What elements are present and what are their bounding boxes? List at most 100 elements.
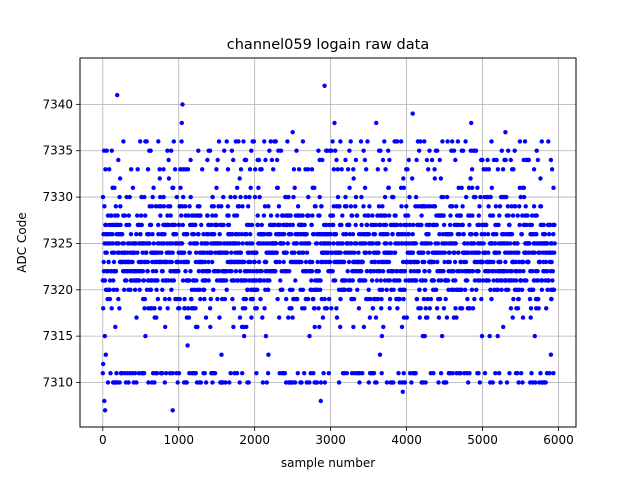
- data-point: [207, 306, 213, 311]
- data-point: [157, 167, 162, 172]
- data-point: [295, 296, 300, 302]
- data-point: [311, 371, 316, 376]
- data-point: [162, 380, 167, 385]
- data-point: [376, 250, 381, 255]
- data-point: [107, 278, 113, 283]
- data-point: [208, 296, 213, 302]
- data-point: [349, 213, 355, 218]
- data-point: [289, 232, 294, 237]
- data-point: [432, 204, 438, 209]
- data-point: [238, 167, 244, 172]
- outlier-point: [422, 333, 427, 339]
- data-point: [438, 371, 444, 376]
- data-point: [349, 241, 354, 246]
- data-point: [137, 287, 142, 292]
- data-point: [285, 139, 290, 144]
- data-point: [234, 371, 240, 376]
- data-point: [334, 157, 339, 163]
- data-point: [386, 259, 392, 265]
- data-point: [434, 222, 439, 228]
- data-point: [110, 232, 115, 237]
- data-point: [414, 296, 420, 302]
- data-point: [336, 380, 342, 385]
- data-point: [291, 167, 297, 172]
- data-point: [138, 213, 144, 218]
- data-point: [477, 380, 482, 385]
- data-point: [335, 167, 340, 172]
- data-point: [246, 380, 251, 385]
- outlier-point: [332, 120, 337, 126]
- data-point: [410, 176, 415, 181]
- data-point: [277, 222, 282, 228]
- y-axis-label: ADC Code: [15, 212, 29, 272]
- data-point: [316, 306, 321, 311]
- data-point: [505, 204, 511, 209]
- data-point: [442, 250, 447, 255]
- data-point: [257, 194, 262, 200]
- data-point: [362, 157, 368, 163]
- data-point: [219, 204, 224, 209]
- data-point: [286, 315, 291, 320]
- data-point: [441, 194, 446, 200]
- data-point: [139, 222, 144, 228]
- data-point: [102, 204, 107, 209]
- data-point: [341, 259, 347, 265]
- data-point: [449, 232, 454, 237]
- data-point: [466, 380, 471, 385]
- data-point: [186, 213, 191, 218]
- outlier-point: [170, 408, 175, 413]
- data-point: [446, 287, 451, 292]
- data-point: [413, 194, 419, 200]
- data-point: [290, 287, 295, 292]
- data-point: [436, 380, 441, 385]
- data-point: [359, 222, 364, 228]
- data-point: [264, 259, 269, 265]
- data-point: [454, 315, 459, 320]
- data-point: [368, 296, 373, 302]
- data-point: [395, 222, 400, 228]
- data-point: [351, 176, 356, 181]
- data-point: [506, 213, 511, 218]
- data-point: [288, 213, 293, 218]
- data-point: [384, 287, 389, 292]
- x-tick-label: 3000: [315, 433, 346, 447]
- data-point: [205, 213, 210, 218]
- data-point: [109, 148, 115, 153]
- data-point: [161, 194, 166, 200]
- data-point: [516, 296, 521, 302]
- data-point: [425, 315, 430, 320]
- data-point: [364, 222, 370, 228]
- data-point: [489, 185, 494, 190]
- data-point: [423, 306, 428, 311]
- data-point: [185, 343, 190, 348]
- data-point: [171, 185, 176, 190]
- data-point: [382, 139, 387, 144]
- data-point: [467, 371, 472, 376]
- data-point: [458, 371, 463, 376]
- y-tick-label: 7340: [42, 97, 73, 111]
- data-point: [402, 269, 408, 274]
- data-point: [322, 296, 327, 302]
- data-point: [391, 287, 396, 292]
- data-point: [265, 371, 271, 376]
- data-point: [379, 371, 384, 376]
- data-point: [517, 139, 523, 144]
- data-point: [476, 371, 481, 376]
- data-point: [408, 269, 414, 274]
- data-point: [170, 371, 175, 376]
- data-point: [402, 287, 407, 292]
- data-point: [543, 259, 549, 265]
- data-point: [252, 259, 257, 265]
- data-point: [182, 296, 187, 302]
- data-point: [536, 296, 541, 302]
- data-point: [206, 259, 211, 265]
- data-point: [499, 148, 504, 153]
- data-point: [275, 185, 280, 190]
- data-point: [169, 148, 174, 153]
- data-point: [402, 232, 407, 237]
- data-point: [256, 157, 262, 163]
- data-point: [152, 306, 157, 311]
- data-point: [519, 287, 525, 292]
- data-point: [224, 250, 230, 255]
- data-point: [242, 259, 247, 265]
